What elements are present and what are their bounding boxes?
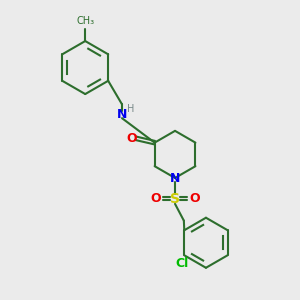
Text: Cl: Cl [175, 257, 188, 270]
Text: CH₃: CH₃ [76, 16, 94, 26]
Text: H: H [127, 104, 134, 114]
Text: N: N [117, 108, 127, 121]
Text: N: N [170, 172, 180, 185]
Text: O: O [126, 132, 137, 145]
Text: O: O [150, 192, 161, 205]
Text: O: O [189, 192, 200, 205]
Text: S: S [170, 192, 180, 206]
